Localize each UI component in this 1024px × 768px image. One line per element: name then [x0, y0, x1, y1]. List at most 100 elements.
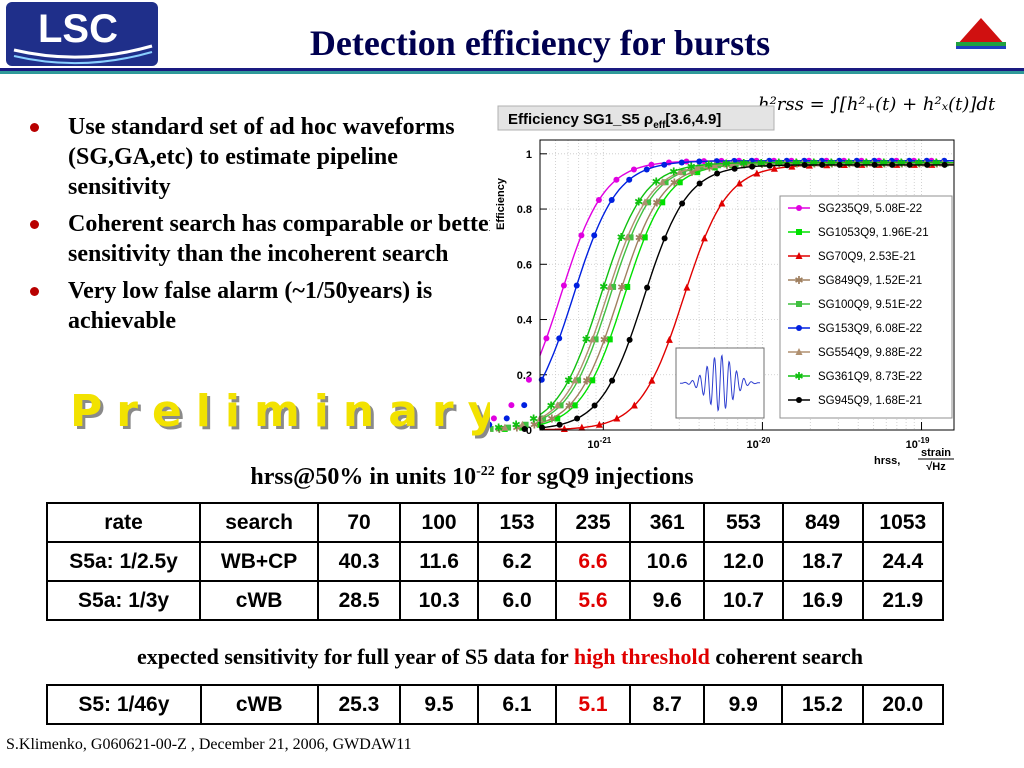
data-point — [556, 335, 563, 342]
data-point: ✱ — [634, 196, 643, 209]
data-point — [766, 162, 773, 169]
data-point: ✱ — [722, 159, 731, 172]
hrss-formula: h²rss = ∫[h²₊(t) + h²ₓ(t)]dt — [758, 94, 996, 115]
data-point — [553, 401, 561, 409]
data-point: ✱ — [809, 157, 818, 170]
data-point: ✱ — [512, 422, 521, 435]
data-point — [796, 397, 802, 403]
data-point: ✱ — [582, 374, 591, 387]
table-row: S5a: 1/2.5y WB+CP 40.3 11.6 6.2 6.6 10.6 12.0 18… — [45, 541, 945, 582]
data-point — [889, 161, 896, 168]
data-point: ✱ — [512, 419, 521, 432]
data-point — [522, 421, 529, 428]
table-cell: 12.0 — [703, 541, 784, 582]
data-point — [626, 176, 633, 183]
plot-frame — [539, 139, 955, 431]
data-point — [540, 415, 547, 422]
table-cell: 70 — [317, 502, 401, 543]
data-point — [871, 161, 878, 168]
data-point: ✱ — [705, 161, 714, 174]
data-point — [676, 179, 683, 186]
data-point — [490, 425, 494, 432]
data-point: ✱ — [669, 165, 678, 178]
table-cell: 9.6 — [629, 580, 706, 621]
data-point: ✱ — [722, 157, 731, 170]
x-tick-label: 10-19 — [906, 436, 930, 451]
data-point — [608, 196, 615, 203]
table-cell: 235 — [554, 502, 632, 543]
data-point — [676, 168, 684, 176]
waveform-inset — [675, 347, 765, 419]
data-point — [591, 232, 598, 239]
data-point: ✱ — [844, 157, 853, 170]
data-point — [556, 421, 563, 428]
data-point — [626, 336, 633, 343]
data-point: ✱ — [617, 231, 626, 244]
table-cell: 6.6 — [554, 541, 632, 582]
legend-box — [779, 195, 953, 419]
table-cell: 100 — [398, 502, 480, 543]
data-point — [749, 163, 756, 170]
series — [521, 161, 954, 432]
x-axis-unit-denominator: √Hz — [926, 461, 946, 470]
table-cell: 10.7 — [703, 580, 784, 621]
table-cell: 10.6 — [629, 541, 706, 582]
table-cell: S5a: 1/2.5y — [45, 541, 202, 582]
data-point — [521, 425, 528, 432]
data-point — [589, 377, 596, 384]
data-point — [796, 325, 802, 331]
data-point — [557, 402, 564, 409]
table-cell: 6.0 — [477, 580, 557, 621]
data-point: ✱ — [687, 161, 696, 174]
chart-title-box — [497, 105, 775, 131]
data-point — [795, 252, 803, 259]
y-tick-label: 1 — [526, 149, 532, 161]
table-cell: 40.3 — [317, 541, 401, 582]
table-cell: 10.3 — [398, 580, 480, 621]
waveform-curve — [679, 354, 761, 412]
data-point — [644, 284, 651, 291]
data-point: ✱ — [897, 157, 906, 170]
table-cell: 553 — [703, 502, 784, 543]
logo-text: LSC — [38, 7, 118, 51]
table-cell: 5.1 — [554, 684, 632, 725]
sensitivity-table: rate search 70 100 153 235 361 553 849 1053 S5a: 1… — [45, 502, 945, 621]
x-tick-label: 10-20 — [747, 436, 771, 451]
bullet-icon — [30, 220, 39, 229]
data-point — [574, 415, 581, 422]
data-point — [630, 166, 637, 173]
legend-entry: SG100Q9, 9.51E-22 — [818, 299, 922, 311]
bullet-item: Use standard set of ad hoc waveforms (SG… — [30, 112, 500, 202]
data-point: ✱ — [652, 175, 661, 188]
sensitivity-note: expected sensitivity for full year of S5… — [137, 644, 863, 669]
data-point: ✱ — [582, 333, 591, 346]
data-point — [661, 161, 668, 168]
data-point — [588, 335, 596, 343]
data-point: ✱ — [794, 370, 803, 383]
data-point — [819, 161, 826, 168]
table-header-row: rate search 70 100 153 235 361 553 849 1053 — [45, 502, 945, 543]
data-point — [735, 179, 743, 187]
data-point — [613, 414, 621, 422]
data-point: ✱ — [740, 158, 749, 171]
data-point — [648, 376, 656, 384]
data-point: ✱ — [792, 157, 801, 170]
bullet-text: Use standard set of ad hoc waveforms (SG… — [68, 114, 455, 200]
data-point — [796, 301, 802, 307]
data-point: ✱ — [687, 166, 696, 179]
data-point — [648, 161, 655, 168]
efficiency-chart: h²rss = ∫[h²₊(t) + h²ₓ(t)]dt Efficiency … — [490, 86, 1024, 470]
data-point: ✱ — [547, 412, 556, 425]
table-cell: 16.9 — [781, 580, 864, 621]
data-point — [571, 376, 579, 384]
table-cell: 11.6 — [398, 541, 480, 582]
data-point — [627, 234, 634, 241]
footer-citation: S.Klimenko, G060621-00-Z , December 21, … — [6, 736, 412, 753]
data-point — [525, 376, 532, 383]
table-cell: WB+CP — [199, 541, 320, 582]
data-point — [613, 176, 620, 183]
table-cell: 21.9 — [861, 580, 945, 621]
table-caption: hrss@50% in units 10-22 for sgQ9 injecti… — [250, 464, 694, 490]
y-tick-label: 0.4 — [517, 315, 533, 327]
data-point: ✱ — [599, 280, 608, 293]
